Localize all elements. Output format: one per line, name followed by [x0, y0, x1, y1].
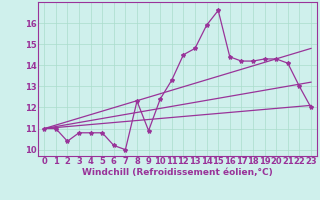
X-axis label: Windchill (Refroidissement éolien,°C): Windchill (Refroidissement éolien,°C)	[82, 168, 273, 177]
